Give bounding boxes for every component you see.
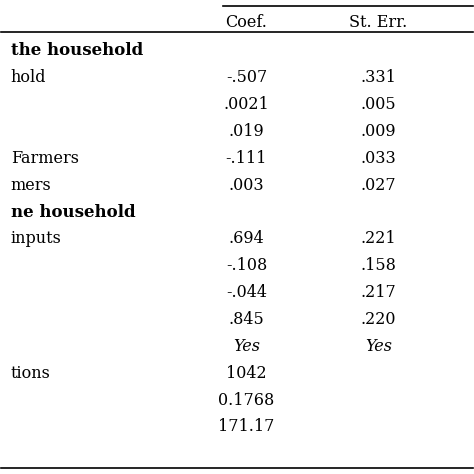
Text: 1042: 1042: [226, 365, 267, 382]
Text: 171.17: 171.17: [218, 419, 274, 436]
Text: inputs: inputs: [11, 230, 62, 247]
Text: .003: .003: [228, 177, 264, 194]
Text: Yes: Yes: [365, 338, 392, 355]
Text: .158: .158: [360, 257, 396, 274]
Text: Yes: Yes: [233, 338, 260, 355]
Text: St. Err.: St. Err.: [349, 14, 408, 31]
Text: Farmers: Farmers: [11, 150, 79, 167]
Text: .019: .019: [228, 123, 264, 140]
Text: the household: the household: [11, 42, 143, 59]
Text: hold: hold: [11, 69, 46, 86]
Text: .0021: .0021: [224, 96, 269, 113]
Text: Coef.: Coef.: [226, 14, 267, 31]
Text: ne household: ne household: [11, 203, 136, 220]
Text: -.108: -.108: [226, 257, 267, 274]
Text: 0.1768: 0.1768: [219, 392, 274, 409]
Text: -.111: -.111: [226, 150, 267, 167]
Text: .221: .221: [361, 230, 396, 247]
Text: .005: .005: [361, 96, 396, 113]
Text: .845: .845: [228, 311, 264, 328]
Text: .694: .694: [228, 230, 264, 247]
Text: -.044: -.044: [226, 284, 267, 301]
Text: -.507: -.507: [226, 69, 267, 86]
Text: .009: .009: [361, 123, 396, 140]
Text: tions: tions: [11, 365, 51, 382]
Text: .220: .220: [361, 311, 396, 328]
Text: .217: .217: [361, 284, 396, 301]
Text: .331: .331: [360, 69, 396, 86]
Text: .027: .027: [361, 177, 396, 194]
Text: mers: mers: [11, 177, 52, 194]
Text: .033: .033: [361, 150, 396, 167]
